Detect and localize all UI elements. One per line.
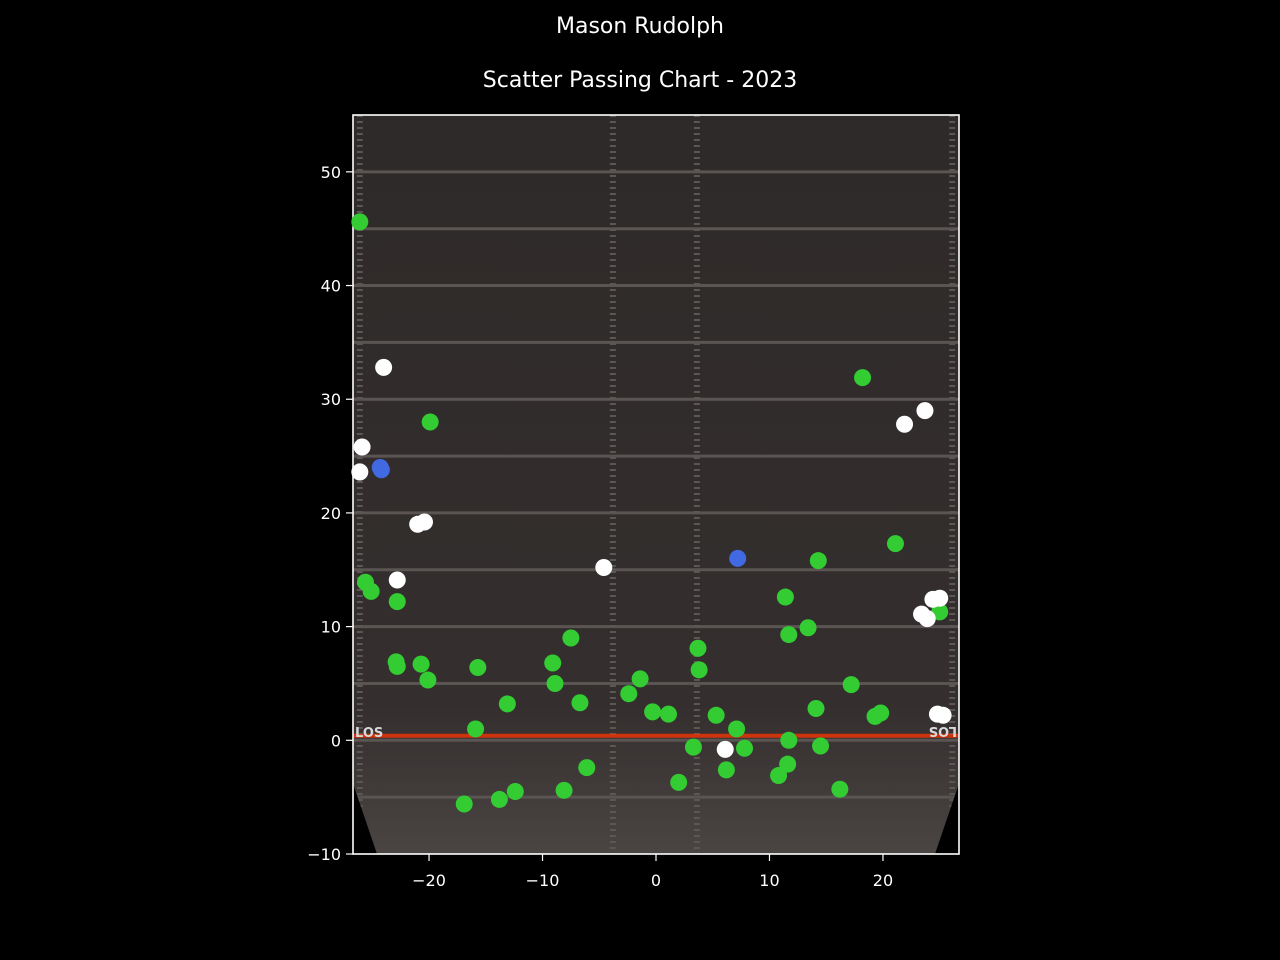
scatter-point [372, 461, 390, 479]
x-tick-label: −10 [526, 871, 560, 890]
scatter-point [620, 685, 638, 703]
scatter-point [595, 558, 613, 576]
y-tick-label: 20 [321, 504, 341, 523]
scatter-point [562, 629, 580, 647]
scatter-point [716, 740, 734, 758]
x-tick-label: 0 [651, 871, 661, 890]
scatter-point [931, 603, 949, 621]
field-turf [353, 115, 959, 854]
scatter-point [707, 706, 725, 724]
x-tick-label: 20 [873, 871, 893, 890]
y-tick-label: 50 [321, 163, 341, 182]
data-points [351, 213, 952, 813]
scatter-point [659, 705, 677, 723]
scatter-point [916, 402, 934, 420]
y-tick-label: 0 [331, 731, 341, 750]
scatter-point [896, 415, 914, 433]
x-tick-label: −20 [412, 871, 446, 890]
scatter-point [544, 654, 562, 672]
scatter-point [351, 463, 369, 481]
scatter-point [934, 706, 952, 724]
y-tick-label: 10 [321, 618, 341, 637]
scatter-point [809, 552, 827, 570]
scatter-point [918, 610, 936, 628]
x-tick-label: 10 [759, 871, 779, 890]
scatter-point [388, 593, 406, 611]
scatter-point [780, 731, 798, 749]
chart-suptitle: Mason Rudolph [555, 14, 724, 39]
scatter-point [375, 358, 393, 376]
scatter-point [831, 780, 849, 798]
scatter-point [886, 535, 904, 553]
scatter-point [736, 739, 754, 757]
scatter-point [353, 438, 371, 456]
scatter-point [684, 738, 702, 756]
scatter-point [546, 674, 564, 692]
y-tick-label: −10 [307, 845, 341, 864]
scatter-point [388, 657, 406, 675]
scatter-point [670, 773, 688, 791]
scatter-point [770, 767, 788, 785]
scatter-point [351, 213, 369, 231]
scatter-point [362, 582, 380, 600]
scatter-point [799, 619, 817, 637]
scatter-point [469, 659, 487, 677]
scatter-point [854, 369, 872, 387]
scatter-point [872, 704, 890, 722]
field-corner-left [353, 783, 377, 854]
scatter-point [728, 720, 746, 738]
scatter-point [412, 655, 430, 673]
scatter-point [776, 588, 794, 606]
scatter-point [842, 676, 860, 694]
scatter-point [490, 790, 508, 808]
scatter-point [931, 589, 949, 607]
field-background: LOS LOS [353, 115, 959, 854]
scatter-point [690, 661, 708, 679]
axes: −20 −10 0 10 20 −10 0 10 20 30 40 50 [307, 114, 960, 890]
scatter-point [807, 699, 825, 717]
scatter-point [455, 795, 473, 813]
y-tick-label: 40 [321, 277, 341, 296]
scatter-point [498, 695, 516, 713]
chart-title: Scatter Passing Chart - 2023 [482, 68, 798, 93]
scatter-point [689, 639, 707, 657]
scatter-point [415, 513, 433, 531]
scatter-point [779, 755, 797, 773]
scatter-point [419, 671, 437, 689]
scatter-point [631, 670, 649, 688]
los-label-left: LOS [355, 726, 383, 741]
scatter-point [506, 782, 524, 800]
field-corner-right [935, 783, 959, 854]
scatter-point [729, 549, 747, 567]
scatter-point [571, 694, 589, 712]
scatter-point [780, 626, 798, 644]
scatter-point [812, 737, 830, 755]
scatter-point [388, 571, 406, 589]
scatter-point [578, 759, 596, 777]
scatter-point [555, 781, 573, 799]
y-tick-label: 30 [321, 390, 341, 409]
scatter-point [644, 703, 662, 721]
scatter-point [717, 761, 735, 779]
scatter-point [467, 720, 485, 738]
scatter-point [421, 413, 439, 431]
los-label-right: LOS [929, 723, 957, 738]
